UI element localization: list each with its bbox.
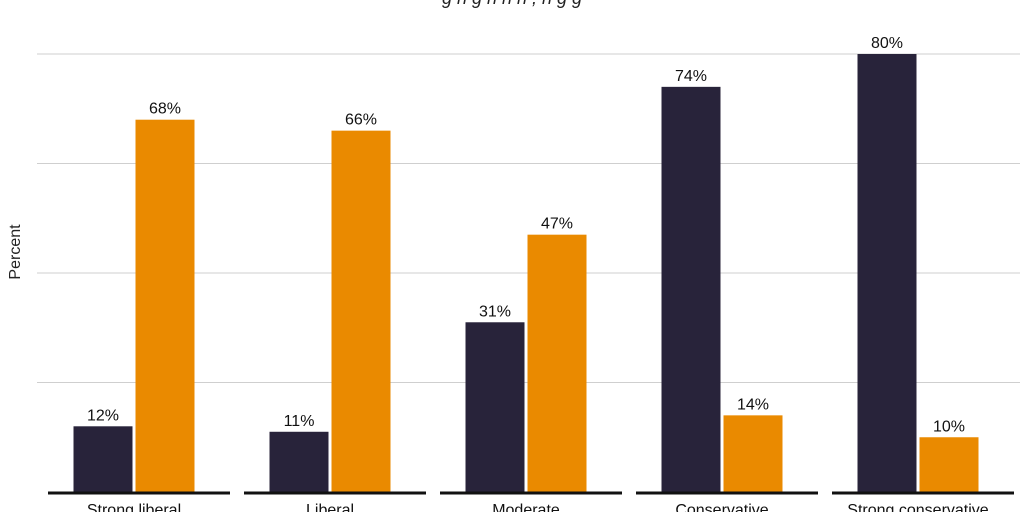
- chart-subtitle: g h g h h h , h g g: [442, 0, 582, 8]
- bar-1-series-0: [269, 431, 329, 492]
- category-label-0: Strong liberal: [87, 502, 181, 512]
- category-label-1: Liberal: [306, 502, 354, 512]
- bar-2-series-0: [465, 322, 525, 492]
- bar-4-series-0: [857, 54, 917, 492]
- bar-3-series-0: [661, 86, 721, 492]
- bar-1-series-1: [331, 130, 391, 492]
- category-label-3: Conservative: [675, 502, 768, 512]
- data-label-3-series-0: 74%: [675, 68, 707, 85]
- x-axis: Strong liberal Liberal Moderate Conservativ…: [48, 491, 1014, 512]
- bars: 12% 68% 11% 66% 31% 47% 74% 14% 80% 10%: [73, 35, 979, 493]
- data-label-0-series-0: 12%: [87, 407, 119, 424]
- bar-0-series-0: [73, 426, 133, 492]
- category-label-4: Strong conservative: [847, 502, 989, 512]
- data-label-4-series-0: 80%: [871, 35, 903, 52]
- data-label-0-series-1: 68%: [149, 101, 181, 118]
- data-label-3-series-1: 14%: [737, 396, 769, 413]
- bar-4-series-1: [919, 437, 979, 492]
- y-axis-label: Percent: [7, 224, 24, 280]
- data-label-1-series-1: 66%: [345, 112, 377, 129]
- bar-3-series-1: [723, 415, 783, 492]
- bar-2-series-1: [527, 234, 587, 493]
- data-label-1-series-0: 11%: [284, 413, 315, 430]
- data-label-4-series-1: 10%: [933, 418, 965, 435]
- data-label-2-series-1: 47%: [541, 216, 573, 233]
- category-label-2: Moderate: [492, 502, 560, 512]
- bar-0-series-1: [135, 119, 195, 492]
- data-label-2-series-0: 31%: [479, 303, 511, 320]
